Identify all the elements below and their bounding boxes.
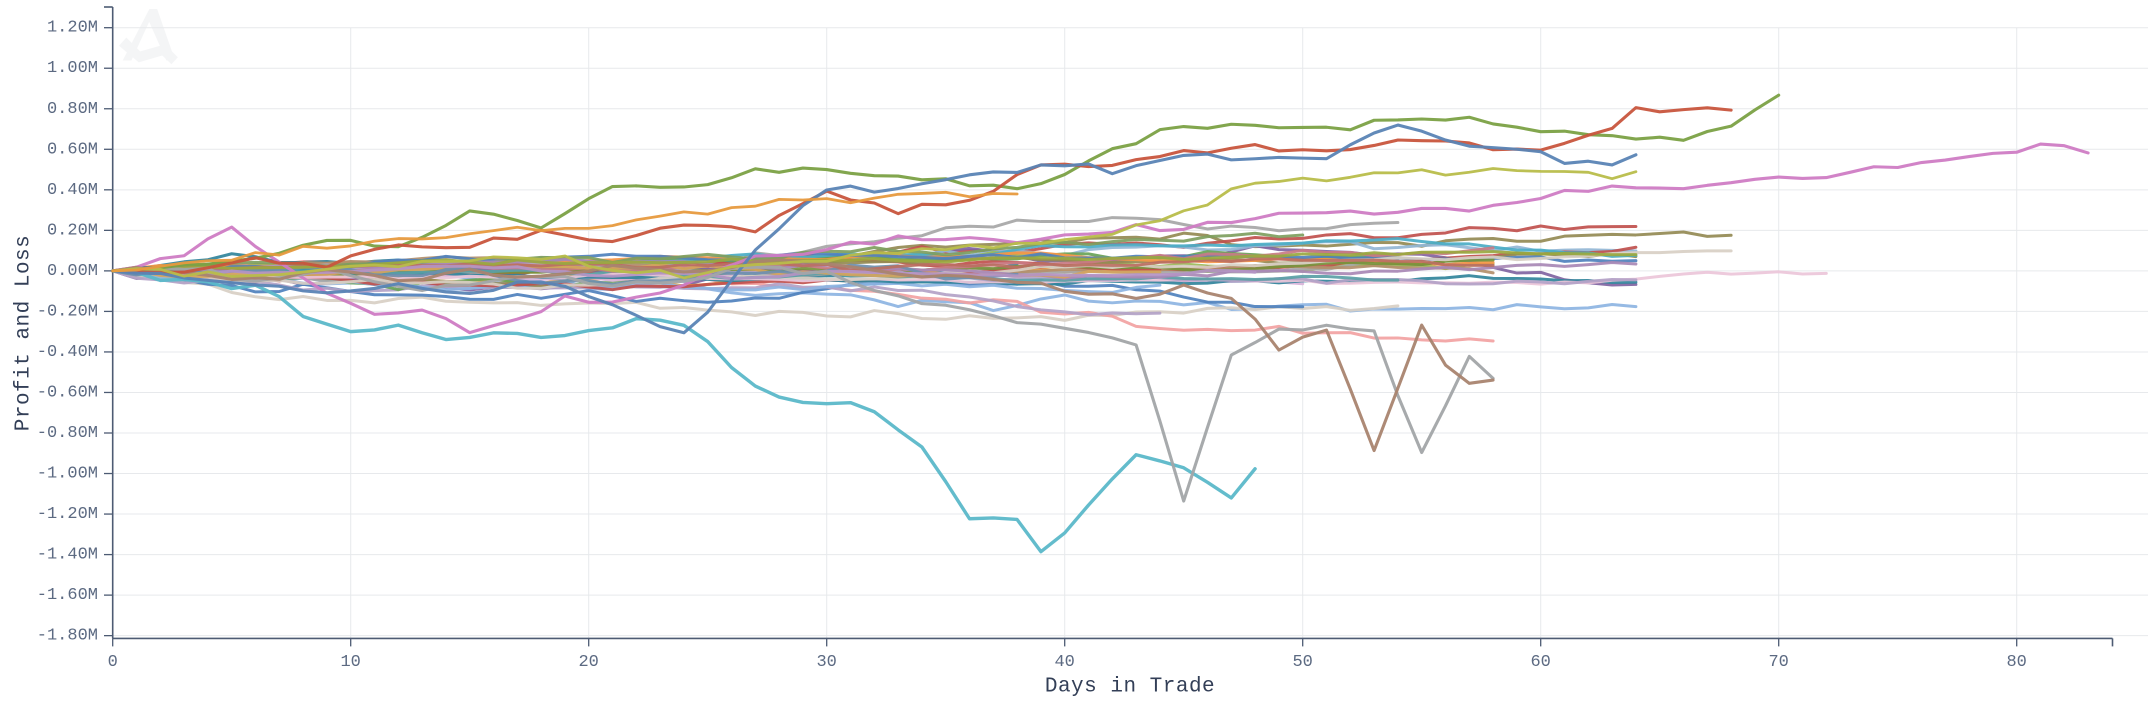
svg-text:-1.00M: -1.00M: [37, 465, 98, 484]
svg-text:0.80M: 0.80M: [47, 100, 98, 119]
svg-text:30: 30: [816, 653, 836, 672]
svg-text:60: 60: [1530, 653, 1550, 672]
svg-text:50: 50: [1292, 653, 1312, 672]
svg-text:1.20M: 1.20M: [47, 19, 98, 38]
svg-text:-1.80M: -1.80M: [37, 627, 98, 646]
svg-text:80: 80: [2006, 653, 2026, 672]
svg-text:-0.20M: -0.20M: [37, 302, 98, 321]
svg-text:0.60M: 0.60M: [47, 140, 98, 159]
svg-text:40: 40: [1054, 653, 1074, 672]
svg-text:-1.60M: -1.60M: [37, 586, 98, 605]
svg-text:0: 0: [108, 653, 118, 672]
svg-text:-0.80M: -0.80M: [37, 424, 98, 443]
svg-text:0.20M: 0.20M: [47, 221, 98, 240]
svg-text:-0.60M: -0.60M: [37, 383, 98, 402]
svg-text:70: 70: [1768, 653, 1788, 672]
svg-text:10: 10: [340, 653, 360, 672]
svg-text:1.00M: 1.00M: [47, 59, 98, 78]
svg-text:0.00M: 0.00M: [47, 262, 98, 281]
svg-text:-0.40M: -0.40M: [37, 343, 98, 362]
svg-text:-1.40M: -1.40M: [37, 546, 98, 565]
svg-text:0.40M: 0.40M: [47, 181, 98, 200]
svg-text:20: 20: [578, 653, 598, 672]
svg-text:-1.20M: -1.20M: [37, 505, 98, 524]
